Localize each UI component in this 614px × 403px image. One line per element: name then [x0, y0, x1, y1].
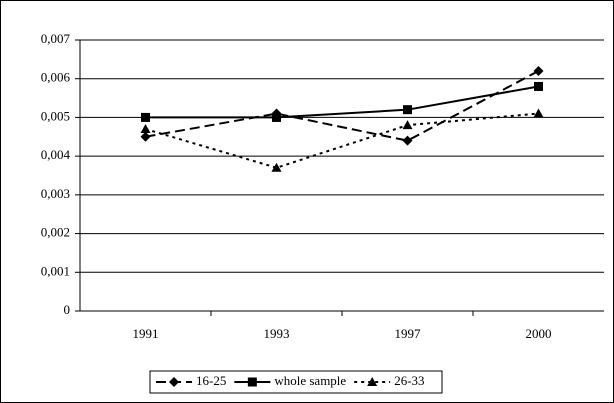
x-tick-label: 1993	[264, 326, 290, 341]
y-tick-label: 0,006	[41, 70, 71, 85]
marker	[402, 120, 413, 130]
y-tick-label: 0,003	[41, 186, 70, 201]
x-tick-label: 1997	[395, 326, 422, 341]
series-line	[145, 70, 539, 142]
y-tick-label: 0	[64, 302, 71, 317]
marker	[247, 377, 257, 387]
marker	[169, 377, 179, 387]
legend-label: 16-25	[196, 373, 226, 388]
marker	[402, 135, 413, 146]
series-line	[145, 112, 539, 169]
legend-box	[149, 370, 443, 394]
y-tick-label: 0,007	[41, 31, 71, 46]
marker	[533, 108, 544, 118]
legend-label: 26-33	[394, 373, 424, 388]
y-tick-label: 0,005	[41, 108, 70, 123]
marker	[534, 81, 543, 91]
legend: 16-25 whole sample 26-33	[149, 370, 443, 394]
marker	[140, 131, 151, 142]
marker	[141, 112, 150, 122]
marker	[533, 65, 544, 76]
y-tick-label: 0,001	[41, 263, 70, 278]
marker	[271, 162, 282, 172]
series-line	[145, 85, 539, 119]
marker	[403, 105, 412, 115]
x-tick-label: 2000	[526, 326, 552, 341]
marker	[367, 377, 378, 386]
y-tick-label: 0,004	[41, 147, 71, 162]
y-tick-label: 0,002	[41, 225, 70, 240]
marker	[272, 112, 281, 122]
legend-label: whole sample	[274, 373, 346, 388]
marker	[140, 124, 151, 134]
x-tick-label: 1991	[133, 326, 159, 341]
